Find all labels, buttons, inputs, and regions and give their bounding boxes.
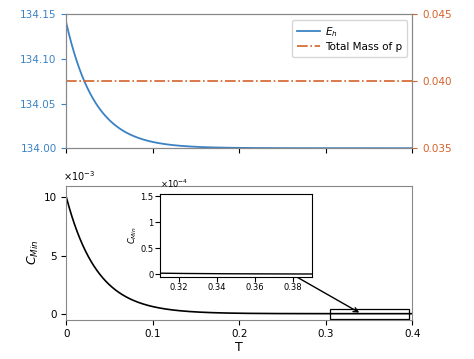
Bar bbox=[330, 309, 409, 319]
Text: $\times10^{-3}$: $\times10^{-3}$ bbox=[63, 169, 95, 183]
Legend: $E_h$, Total Mass of p: $E_h$, Total Mass of p bbox=[292, 20, 407, 57]
X-axis label: T: T bbox=[236, 341, 243, 354]
Y-axis label: $C_{Min}$: $C_{Min}$ bbox=[26, 240, 41, 265]
